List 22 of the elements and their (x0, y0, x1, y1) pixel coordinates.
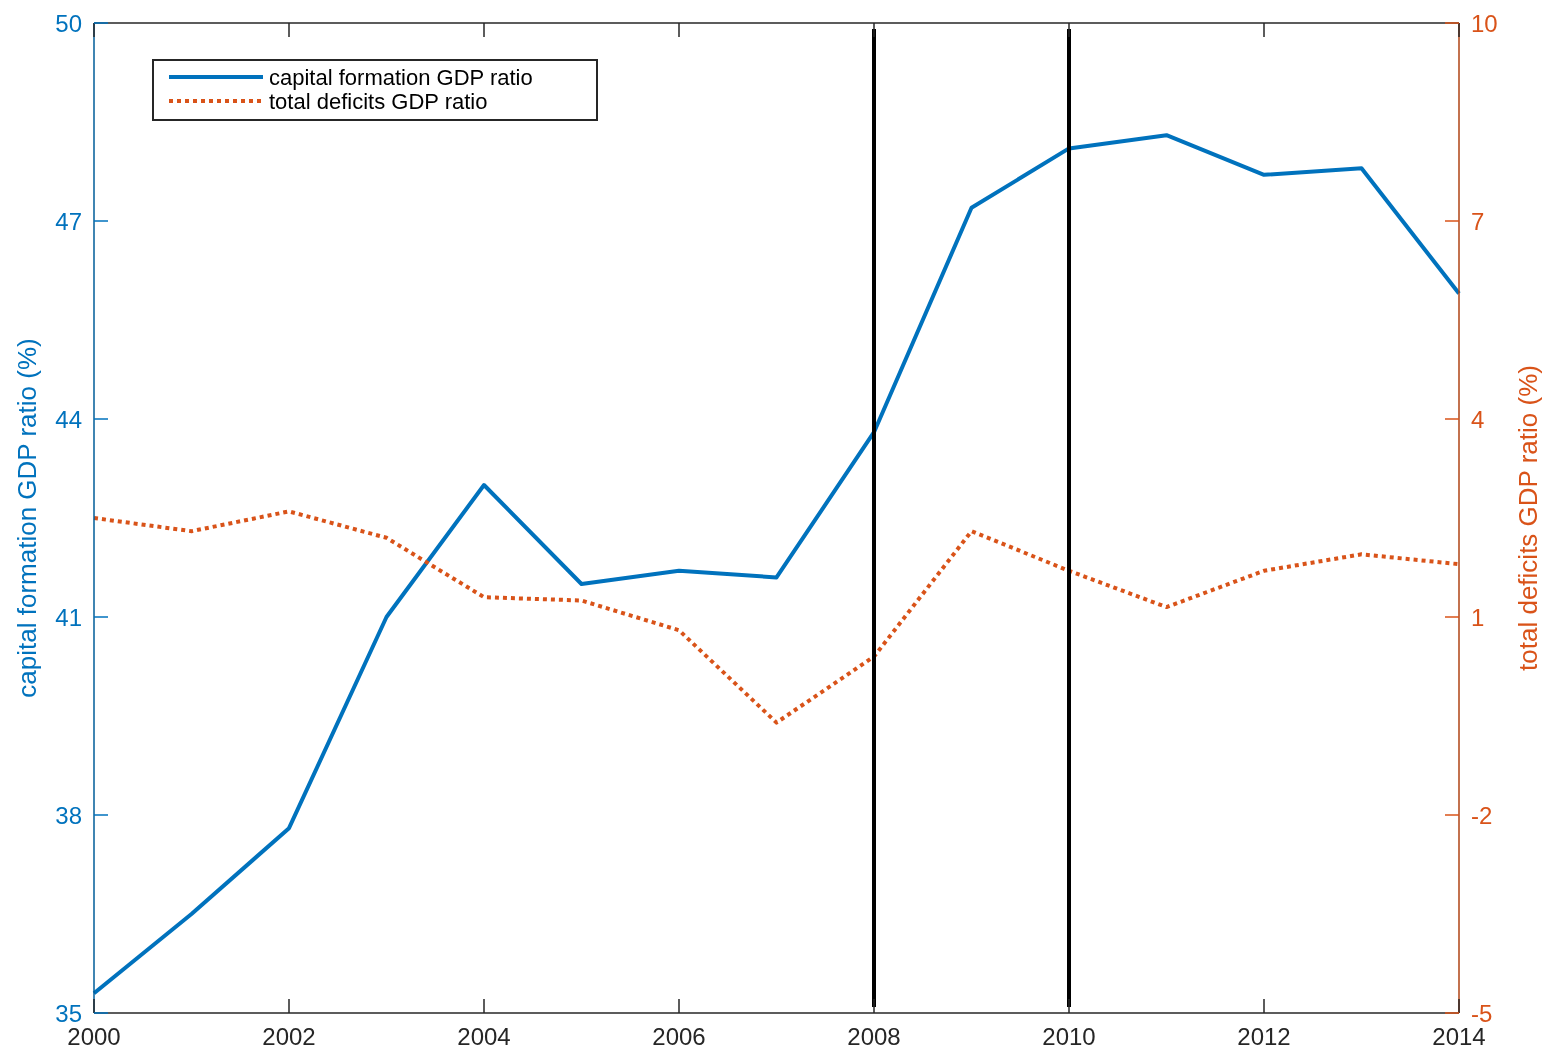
y-axis-title: capital formation GDP ratio (%) (12, 338, 42, 698)
legend-label: total deficits GDP ratio (269, 89, 488, 114)
y2-axis-title: total deficits GDP ratio (%) (1513, 365, 1543, 671)
y-tick-label: 38 (55, 802, 82, 829)
x-tick-label: 2012 (1237, 1023, 1291, 1050)
y-tick-label: 44 (55, 406, 82, 433)
line-series (92, 133, 1461, 996)
y-tick-label: 41 (55, 604, 82, 631)
y2-tick-label: 1 (1471, 604, 1485, 631)
legend-label: capital formation GDP ratio (269, 65, 533, 90)
x-tick-label: 2008 (847, 1023, 901, 1050)
y-tick-label: 50 (55, 10, 82, 37)
line-series (92, 509, 1461, 725)
y2-tick-label: 7 (1471, 208, 1485, 235)
y2-tick-label: 10 (1471, 10, 1498, 37)
x-tick-label: 2004 (457, 1023, 511, 1050)
x-tick-label: 2006 (652, 1023, 706, 1050)
x-tick-label: 2002 (262, 1023, 316, 1050)
x-tick-label: 2010 (1042, 1023, 1096, 1050)
y2-tick-label: -2 (1471, 802, 1493, 829)
y-tick-label: 47 (55, 208, 82, 235)
y2-tick-label: 4 (1471, 406, 1485, 433)
